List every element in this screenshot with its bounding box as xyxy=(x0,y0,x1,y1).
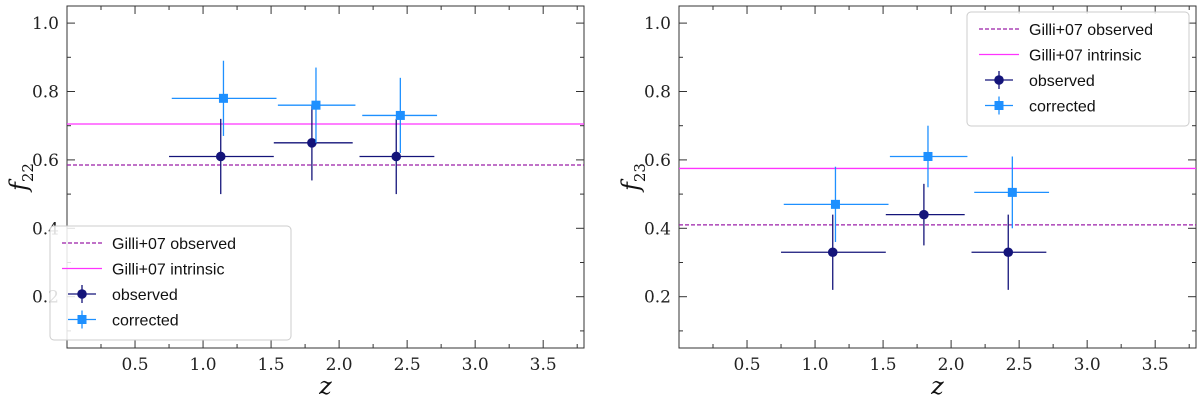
legend-label: Gilli+07 intrinsic xyxy=(1029,48,1141,65)
legend-label: observed xyxy=(1029,73,1095,90)
x-tick-label: 3.0 xyxy=(1074,355,1101,375)
panel-f22: 0.5 1.0 1.5 2.0 2.5 3.0 3.50.20.40.60.81.0zf22… xyxy=(5,5,585,400)
corrected-point xyxy=(830,199,840,209)
x-tick-label: 2.5 xyxy=(1006,355,1033,375)
y-tick-label: 0.6 xyxy=(644,151,671,171)
corrected-point xyxy=(923,151,933,161)
corrected-point xyxy=(1007,187,1017,197)
y-axis-label: f22 xyxy=(5,163,37,193)
x-tick-label: 2.0 xyxy=(938,355,965,375)
y-tick-label: 0.2 xyxy=(644,288,671,308)
legend-label: corrected xyxy=(112,313,179,330)
x-tick-label: 1.0 xyxy=(190,355,217,375)
legend-box xyxy=(49,225,292,341)
corrected-point xyxy=(311,100,321,110)
x-tick-label: 3.5 xyxy=(530,355,557,375)
legend-label: corrected xyxy=(1029,99,1096,116)
legend-marker xyxy=(994,101,1004,110)
y-axis-label-sub: 23 xyxy=(631,163,649,182)
legend-label: Gilli+07 observed xyxy=(1029,22,1153,39)
x-tick-label: 3.5 xyxy=(1142,355,1169,375)
corrected-point xyxy=(395,110,405,120)
legend-label: Gilli+07 intrinsic xyxy=(112,262,224,279)
legend-marker xyxy=(77,289,87,299)
corrected-point xyxy=(218,93,228,103)
x-tick-label: 1.5 xyxy=(258,355,285,375)
x-axis-label: z xyxy=(318,372,332,400)
legend: Gilli+07 observed Gilli+07 intrinsic obser… xyxy=(966,11,1190,127)
observed-point xyxy=(307,138,317,148)
x-tick-label: 2.0 xyxy=(326,355,353,375)
observed-point xyxy=(1003,247,1014,258)
legend-label: Gilli+07 observed xyxy=(112,236,236,253)
observed-point xyxy=(391,151,402,162)
legend-box xyxy=(966,11,1190,127)
legend: Gilli+07 observed Gilli+07 intrinsic obser… xyxy=(49,225,292,341)
x-tick-label: 2.5 xyxy=(394,355,421,375)
legend-label: observed xyxy=(112,287,178,304)
y-tick-label: 1.0 xyxy=(644,14,671,34)
y-tick-label: 0.8 xyxy=(32,83,59,103)
plot-frame xyxy=(678,5,1197,349)
y-tick-label: 0.4 xyxy=(644,219,671,239)
x-tick-label: 1.0 xyxy=(802,355,829,375)
y-axis-label-sub: 22 xyxy=(19,163,37,182)
y-axis-label: f23 xyxy=(617,163,649,193)
x-tick-label: 1.5 xyxy=(870,355,897,375)
legend-marker xyxy=(77,315,87,324)
x-tick-label: 0.5 xyxy=(122,355,149,375)
observed-point xyxy=(919,209,929,220)
observed-point xyxy=(827,247,838,258)
x-tick-label: 0.5 xyxy=(734,355,761,375)
y-tick-label: 0.8 xyxy=(644,83,671,103)
y-tick-label: 1.0 xyxy=(32,14,59,34)
legend-marker xyxy=(994,75,1004,85)
x-axis-label: z xyxy=(930,372,944,400)
observed-point xyxy=(215,151,226,162)
panel-f23: 0.5 1.0 1.5 2.0 2.5 3.0 3.5 0.2 0.4 0.6 0.8 1.0 z f23… xyxy=(617,5,1197,400)
y-tick-label: 0.6 xyxy=(32,151,59,171)
plot-frame xyxy=(66,5,585,349)
x-tick-label: 3.0 xyxy=(462,355,489,375)
